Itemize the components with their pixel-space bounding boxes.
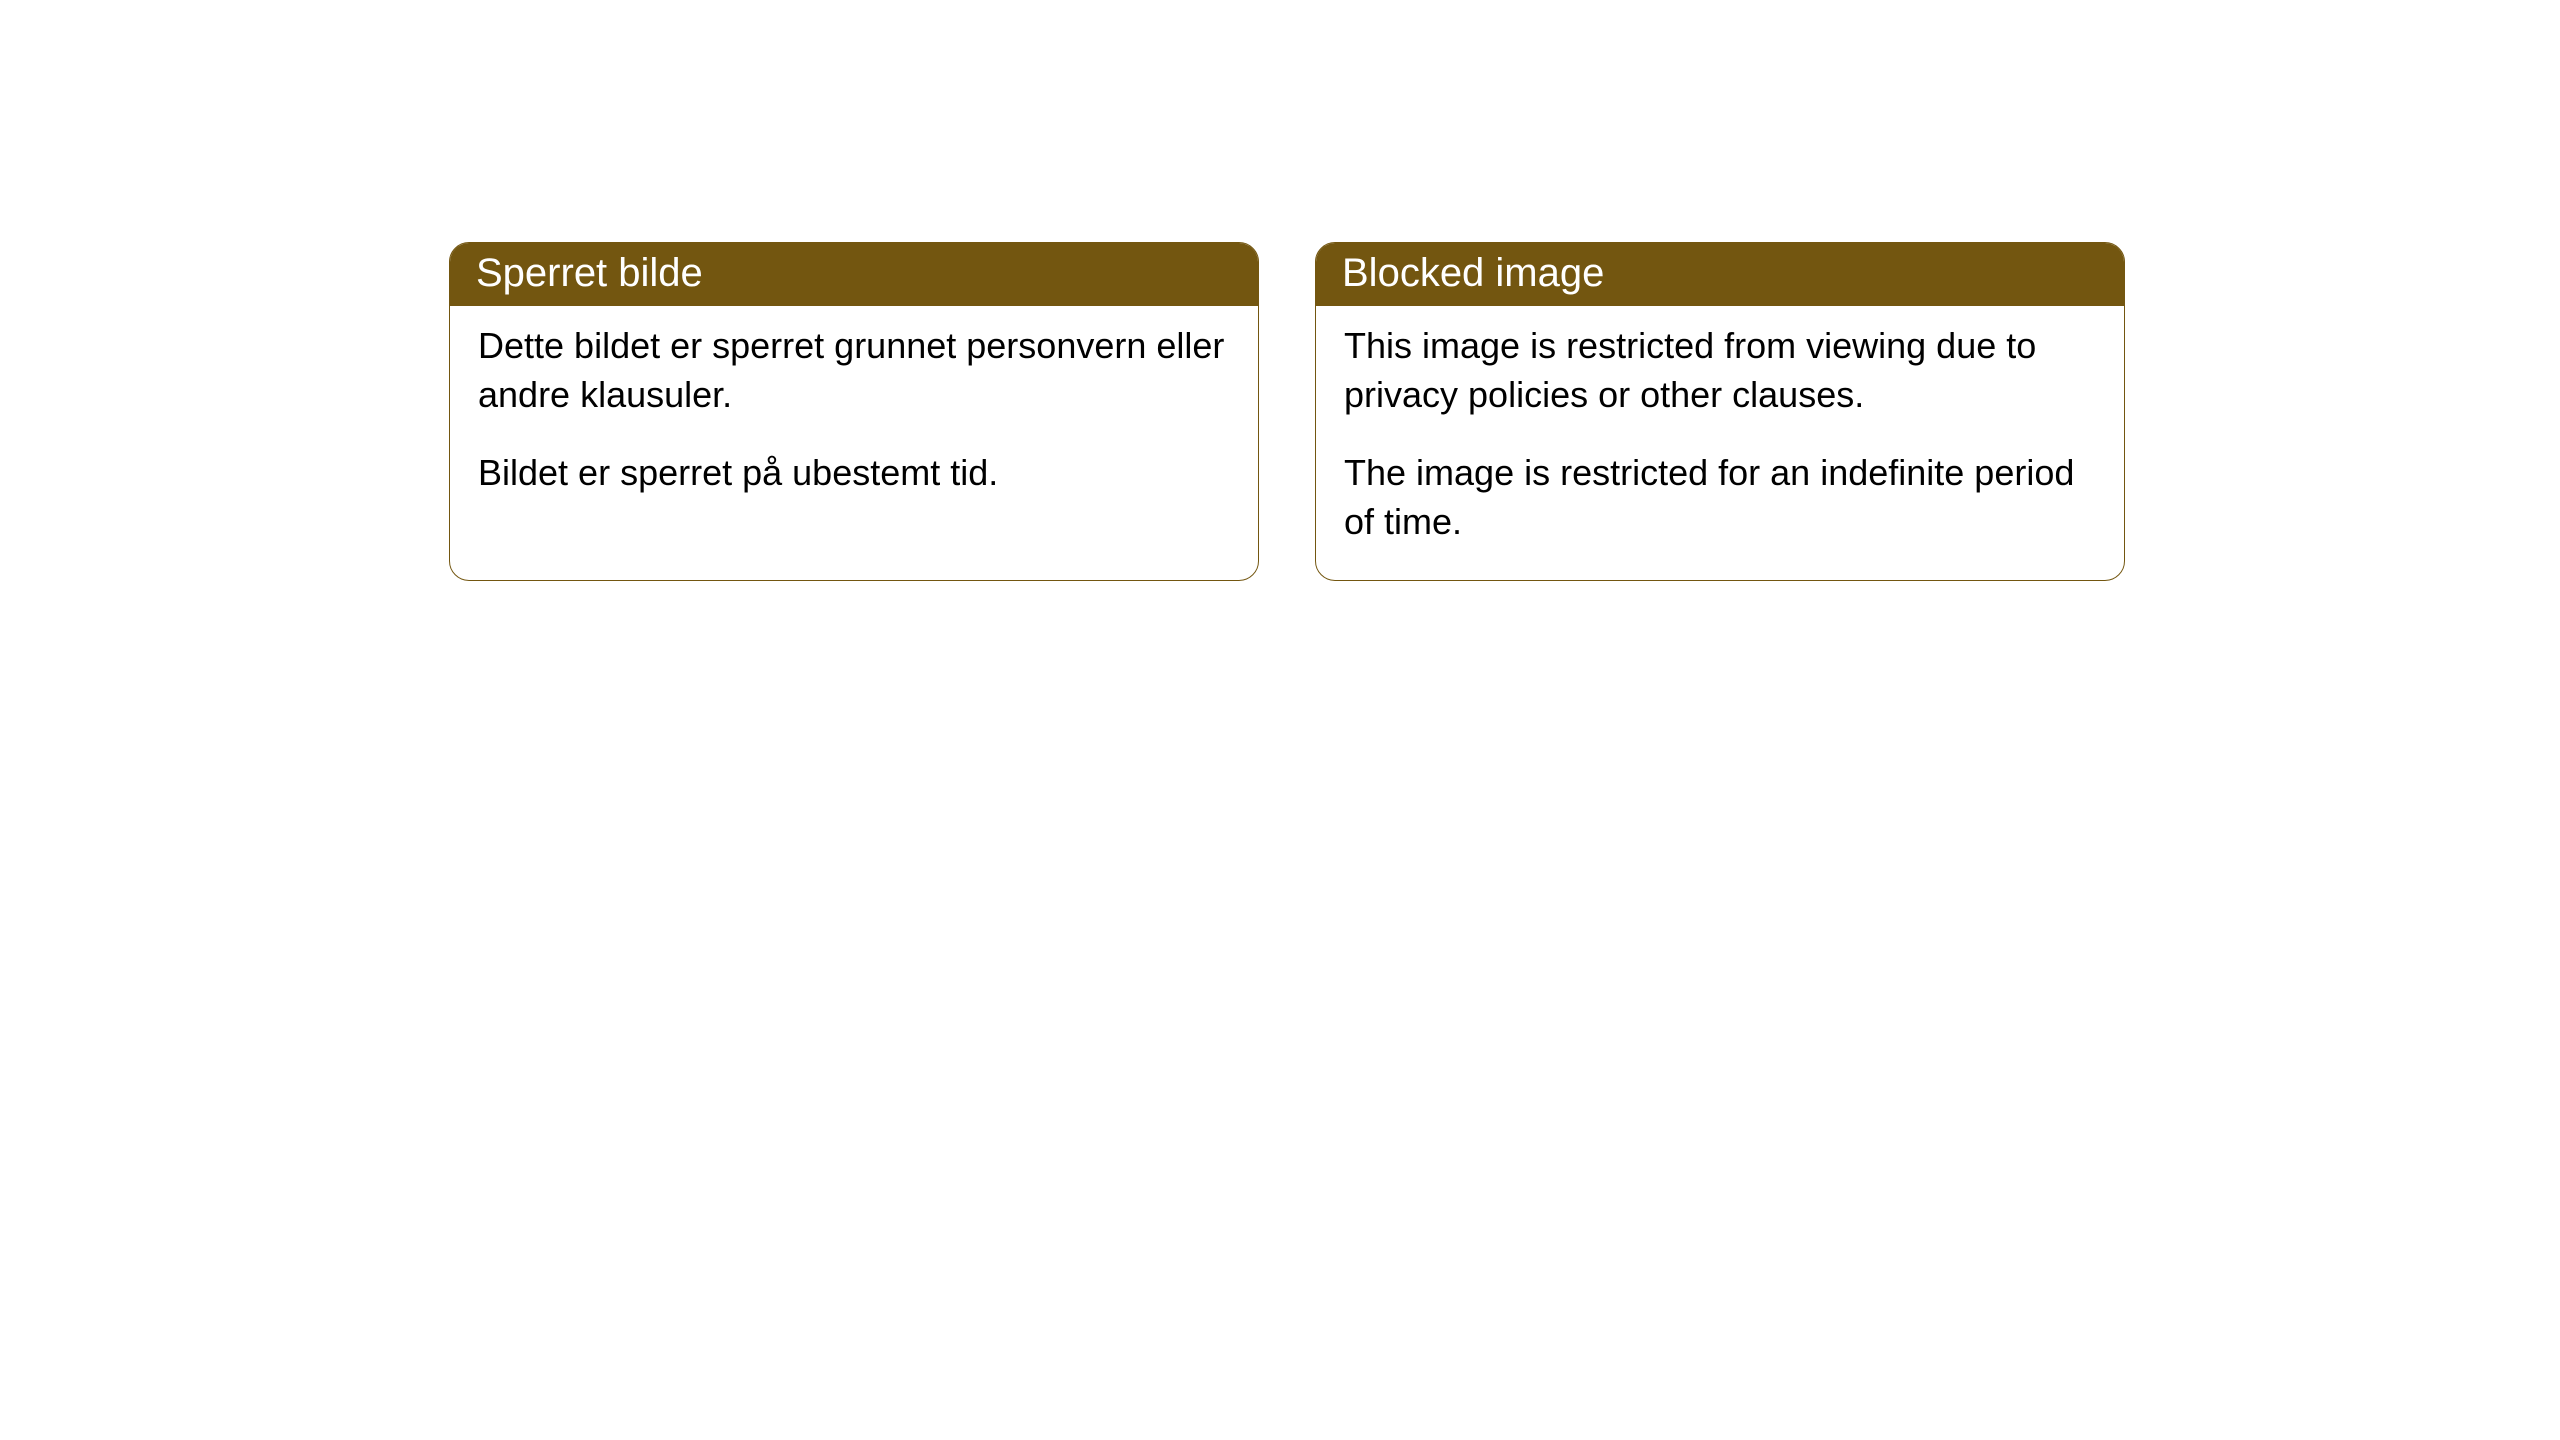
card-header: Sperret bilde <box>450 243 1258 306</box>
notice-cards-container: Sperret bilde Dette bildet er sperret gr… <box>449 242 2125 581</box>
card-paragraph: This image is restricted from viewing du… <box>1344 322 2096 419</box>
card-paragraph: Dette bildet er sperret grunnet personve… <box>478 322 1230 419</box>
notice-card-english: Blocked image This image is restricted f… <box>1315 242 2125 581</box>
card-body: This image is restricted from viewing du… <box>1316 306 2124 580</box>
card-header: Blocked image <box>1316 243 2124 306</box>
notice-card-norwegian: Sperret bilde Dette bildet er sperret gr… <box>449 242 1259 581</box>
card-body: Dette bildet er sperret grunnet personve… <box>450 306 1258 532</box>
card-paragraph: Bildet er sperret på ubestemt tid. <box>478 449 1230 498</box>
card-title: Blocked image <box>1342 251 1604 295</box>
card-title: Sperret bilde <box>476 251 703 295</box>
card-paragraph: The image is restricted for an indefinit… <box>1344 449 2096 546</box>
